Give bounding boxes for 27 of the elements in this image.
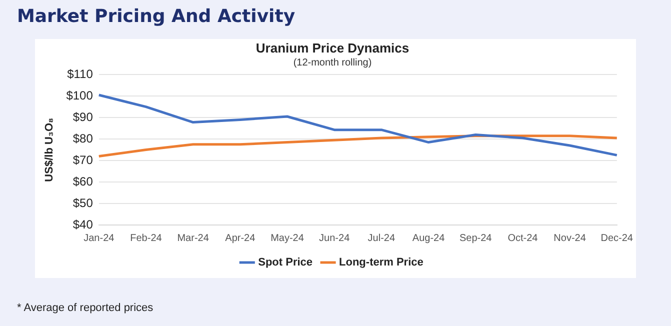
- x-tick-label: Dec-24: [600, 232, 634, 244]
- chart-subtitle: (12-month rolling): [293, 57, 372, 68]
- y-tick-label: $50: [72, 196, 94, 210]
- x-tick-label: Apr-24: [225, 232, 256, 244]
- y-tick-label: $90: [72, 110, 94, 124]
- x-tick-label: Aug-24: [412, 232, 446, 244]
- legend-label: Long-term Price: [339, 256, 424, 269]
- x-tick-label: Sep-24: [459, 232, 492, 244]
- x-tick-label: Jul-24: [368, 232, 396, 244]
- x-tick-label: May-24: [270, 232, 304, 244]
- y-tick-label: $110: [67, 66, 94, 81]
- text: Market Pricing And Activity: [17, 6, 296, 27]
- x-tick-label: Jun-24: [319, 232, 350, 244]
- x-tick-label: Mar-24: [177, 232, 210, 244]
- y-axis-title: US$/lb U₃O₈: [44, 118, 56, 182]
- y-tick-label: $80: [72, 131, 94, 146]
- x-tick-label: Feb-24: [130, 232, 162, 244]
- y-tick-label: $60: [72, 174, 94, 188]
- y-tick-label: $70: [72, 152, 94, 167]
- x-tick-label: Oct-24: [508, 232, 538, 244]
- legend-label: Spot Price: [258, 256, 313, 269]
- chart-title: Uranium Price Dynamics: [256, 40, 410, 56]
- y-tick-label: $40: [72, 217, 94, 232]
- text: * Average of reported prices: [17, 302, 154, 314]
- x-tick-label: Jan-24: [84, 232, 115, 244]
- y-tick-label: $100: [66, 88, 94, 102]
- x-tick-label: Nov-24: [554, 232, 586, 244]
